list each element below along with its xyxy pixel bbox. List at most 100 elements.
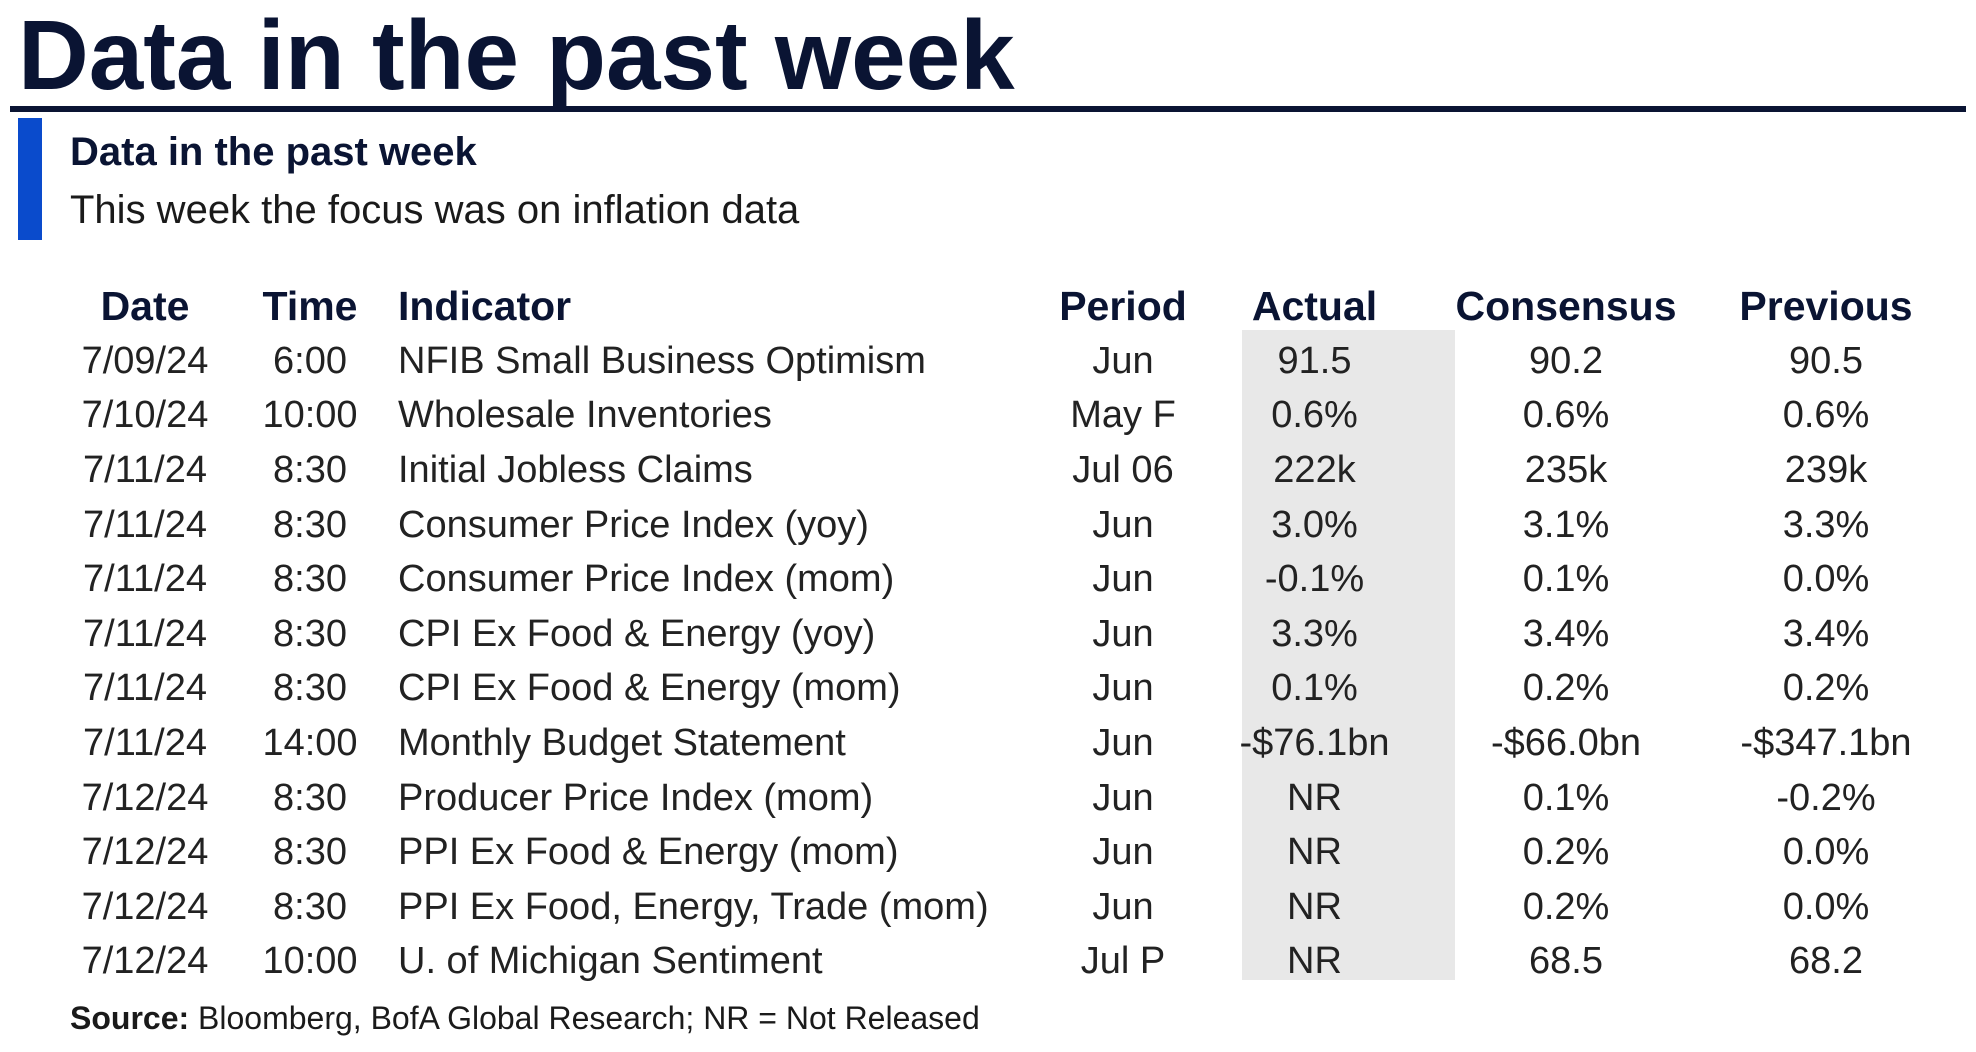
cell-time: 8:30 (273, 831, 347, 874)
cell-date: 7/11/24 (83, 558, 207, 601)
table-row: 7/12/24 8:30 PPI Ex Food, Energy, Trade (m… (60, 880, 1941, 935)
header-period: Period (1059, 282, 1187, 329)
cell-date: 7/11/24 (83, 667, 207, 710)
cell-previous: 0.2% (1782, 667, 1870, 710)
table-title: Data in the past week (70, 130, 477, 174)
cell-previous: 0.0% (1782, 831, 1870, 874)
header-consensus: Consensus (1455, 282, 1677, 329)
cell-indicator: CPI Ex Food & Energy (yoy) (398, 612, 876, 655)
table-row: 7/11/24 14:00 Monthly Budget Statement Jun -… (60, 716, 1941, 771)
cell-previous: -0.2% (1776, 776, 1876, 819)
cell-actual: NR (1287, 940, 1342, 983)
table-row: 7/11/24 8:30 CPI Ex Food & Energy (yoy) Jun… (60, 607, 1941, 662)
cell-indicator: Consumer Price Index (yoy) (398, 503, 869, 546)
table-row: 7/09/24 6:00 NFIB Small Business Optimism J… (60, 334, 1941, 389)
header-indicator: Indicator (398, 282, 572, 329)
cell-period: Jun (1092, 503, 1154, 546)
cell-consensus: 90.2 (1529, 339, 1603, 382)
cell-consensus: 0.2% (1522, 831, 1610, 874)
cell-time: 8:30 (273, 776, 347, 819)
table-row: 7/12/24 8:30 Producer Price Index (mom) Jun… (60, 771, 1941, 826)
cell-indicator: Wholesale Inventories (398, 394, 772, 437)
cell-time: 8:30 (273, 503, 347, 546)
table-row: 7/11/24 8:30 CPI Ex Food & Energy (mom) Jun… (60, 662, 1941, 717)
cell-previous: 239k (1784, 448, 1868, 491)
cell-actual: 0.1% (1271, 667, 1358, 710)
cell-consensus: 235k (1524, 448, 1608, 491)
cell-date: 7/11/24 (83, 721, 207, 764)
cell-previous: 0.0% (1782, 558, 1870, 601)
header-date: Date (100, 282, 190, 329)
cell-previous: 0.0% (1782, 885, 1870, 928)
cell-indicator: Producer Price Index (mom) (398, 776, 874, 819)
cell-period: Jun (1092, 831, 1154, 874)
cell-consensus: 0.2% (1522, 667, 1610, 710)
table-row: 7/10/24 10:00 Wholesale Inventories May F 0.… (60, 389, 1941, 444)
cell-period: May F (1070, 394, 1176, 437)
cell-time: 8:30 (273, 612, 347, 655)
cell-period: Jun (1092, 612, 1154, 655)
accent-bar (18, 118, 42, 240)
cell-previous: 68.2 (1789, 940, 1863, 983)
cell-indicator: PPI Ex Food, Energy, Trade (mom) (398, 885, 989, 928)
cell-consensus: 0.6% (1522, 394, 1610, 437)
cell-consensus: -$66.0bn (1490, 721, 1641, 764)
cell-period: Jun (1092, 721, 1154, 764)
cell-date: 7/12/24 (81, 885, 209, 928)
table-subtitle: This week the focus was on inflation dat… (70, 188, 800, 232)
cell-actual: 0.6% (1271, 394, 1358, 437)
cell-consensus: 68.5 (1529, 940, 1603, 983)
header-row: Date Time Indicator Period Actual Consen… (60, 278, 1941, 334)
cell-consensus: 0.1% (1522, 558, 1610, 601)
cell-period: Jun (1092, 885, 1154, 928)
cell-indicator: U. of Michigan Sentiment (398, 940, 823, 983)
cell-date: 7/09/24 (81, 339, 209, 382)
cell-previous: 3.3% (1782, 503, 1870, 546)
cell-indicator: CPI Ex Food & Energy (mom) (398, 667, 901, 710)
cell-time: 10:00 (262, 940, 358, 983)
cell-time: 8:30 (273, 558, 347, 601)
cell-indicator: Initial Jobless Claims (398, 448, 753, 491)
source-text: Bloomberg, BofA Global Research; NR = No… (189, 1000, 980, 1036)
table-row: 7/11/24 8:30 Consumer Price Index (mom) Jun… (60, 552, 1941, 607)
cell-previous: 0.6% (1782, 394, 1870, 437)
cell-actual: 3.3% (1271, 612, 1358, 655)
table-row: 7/11/24 8:30 Initial Jobless Claims Jul 06 2… (60, 443, 1941, 498)
cell-actual: NR (1287, 885, 1342, 928)
cell-period: Jul 06 (1072, 448, 1174, 491)
cell-date: 7/10/24 (81, 394, 209, 437)
cell-time: 8:30 (273, 448, 347, 491)
data-table: Date Time Indicator Period Actual Consen… (60, 278, 1941, 989)
header-actual: Actual (1251, 282, 1378, 329)
cell-time: 6:00 (273, 339, 347, 382)
cell-indicator: PPI Ex Food & Energy (mom) (398, 831, 899, 874)
cell-period: Jun (1092, 339, 1154, 382)
cell-date: 7/12/24 (81, 831, 209, 874)
cell-time: 8:30 (273, 885, 347, 928)
cell-actual: NR (1287, 831, 1342, 874)
table-row: 7/11/24 8:30 Consumer Price Index (yoy) Jun… (60, 498, 1941, 553)
cell-actual: 222k (1273, 448, 1356, 491)
source-label: Source: (70, 1000, 190, 1036)
cell-consensus: 0.2% (1522, 885, 1610, 928)
cell-time: 14:00 (262, 721, 358, 764)
cell-period: Jun (1092, 667, 1154, 710)
table-row: 7/12/24 10:00 U. of Michigan Sentiment Jul … (60, 935, 1941, 990)
cell-date: 7/12/24 (81, 940, 209, 983)
source-note: Source: Bloomberg, BofA Global Research;… (70, 1000, 980, 1037)
cell-indicator: Monthly Budget Statement (398, 721, 846, 764)
cell-date: 7/11/24 (83, 448, 207, 491)
table-row: 7/12/24 8:30 PPI Ex Food & Energy (mom) Jun… (60, 825, 1941, 880)
cell-time: 8:30 (273, 667, 347, 710)
page-title: Data in the past week (18, 0, 1015, 110)
cell-consensus: 3.1% (1522, 503, 1610, 546)
cell-previous: -$347.1bn (1740, 721, 1912, 764)
cell-period: Jun (1092, 558, 1154, 601)
cell-period: Jun (1092, 776, 1154, 819)
cell-date: 7/11/24 (83, 503, 207, 546)
cell-consensus: 0.1% (1522, 776, 1610, 819)
cell-actual: 91.5 (1277, 339, 1352, 382)
cell-indicator: Consumer Price Index (mom) (398, 558, 895, 601)
cell-actual: 3.0% (1271, 503, 1358, 546)
actual-column-highlight (1242, 330, 1455, 980)
